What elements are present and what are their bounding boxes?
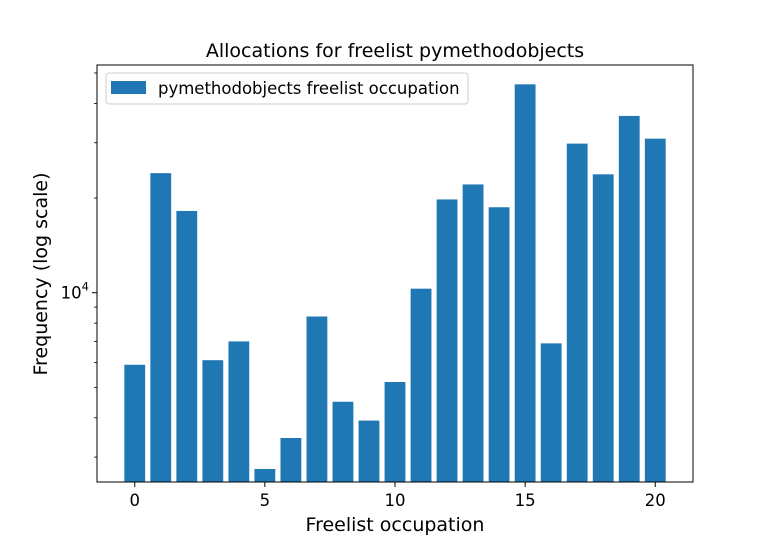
- y-axis-label: Frequency (log scale): [30, 173, 52, 376]
- y-tick-label-10000: 104: [61, 280, 89, 303]
- x-tick-label-0: 0: [129, 491, 140, 510]
- bar-15: [514, 84, 536, 482]
- x-tick-label-10: 10: [385, 491, 406, 510]
- bar-14: [488, 207, 510, 482]
- legend-label: pymethodobjects freelist occupation: [158, 79, 460, 98]
- bar-10: [384, 382, 406, 482]
- chart-title: Allocations for freelist pymethodobjects: [206, 40, 584, 62]
- bar-7: [306, 316, 328, 482]
- bar-1: [150, 173, 172, 483]
- bar-4: [228, 341, 250, 482]
- bar-8: [332, 401, 354, 482]
- bar-6: [280, 438, 302, 482]
- bar-19: [618, 115, 640, 483]
- bar-18: [592, 174, 614, 482]
- bar-0: [124, 364, 146, 482]
- bar-12: [436, 199, 458, 482]
- x-tick-label-20: 20: [645, 491, 666, 510]
- bar-17: [566, 143, 588, 482]
- legend-box: [105, 72, 469, 105]
- legend: pymethodobjects freelist occupation: [105, 72, 469, 105]
- bar-5: [254, 468, 276, 482]
- bar-2: [176, 210, 198, 482]
- bars-layer: [124, 84, 666, 483]
- x-axis-ticks: 0 5 10 15 20: [129, 482, 666, 510]
- bar-20: [644, 138, 666, 483]
- bar-16: [540, 343, 562, 482]
- legend-swatch: [111, 81, 146, 94]
- bar-9: [358, 420, 380, 482]
- bar-13: [462, 184, 484, 482]
- bar-3: [202, 360, 224, 482]
- x-tick-label-15: 15: [515, 491, 536, 510]
- bar-11: [410, 288, 432, 482]
- x-tick-label-5: 5: [260, 491, 271, 510]
- x-axis-label: Freelist occupation: [306, 514, 485, 536]
- y-axis-ticks: 104: [61, 72, 97, 458]
